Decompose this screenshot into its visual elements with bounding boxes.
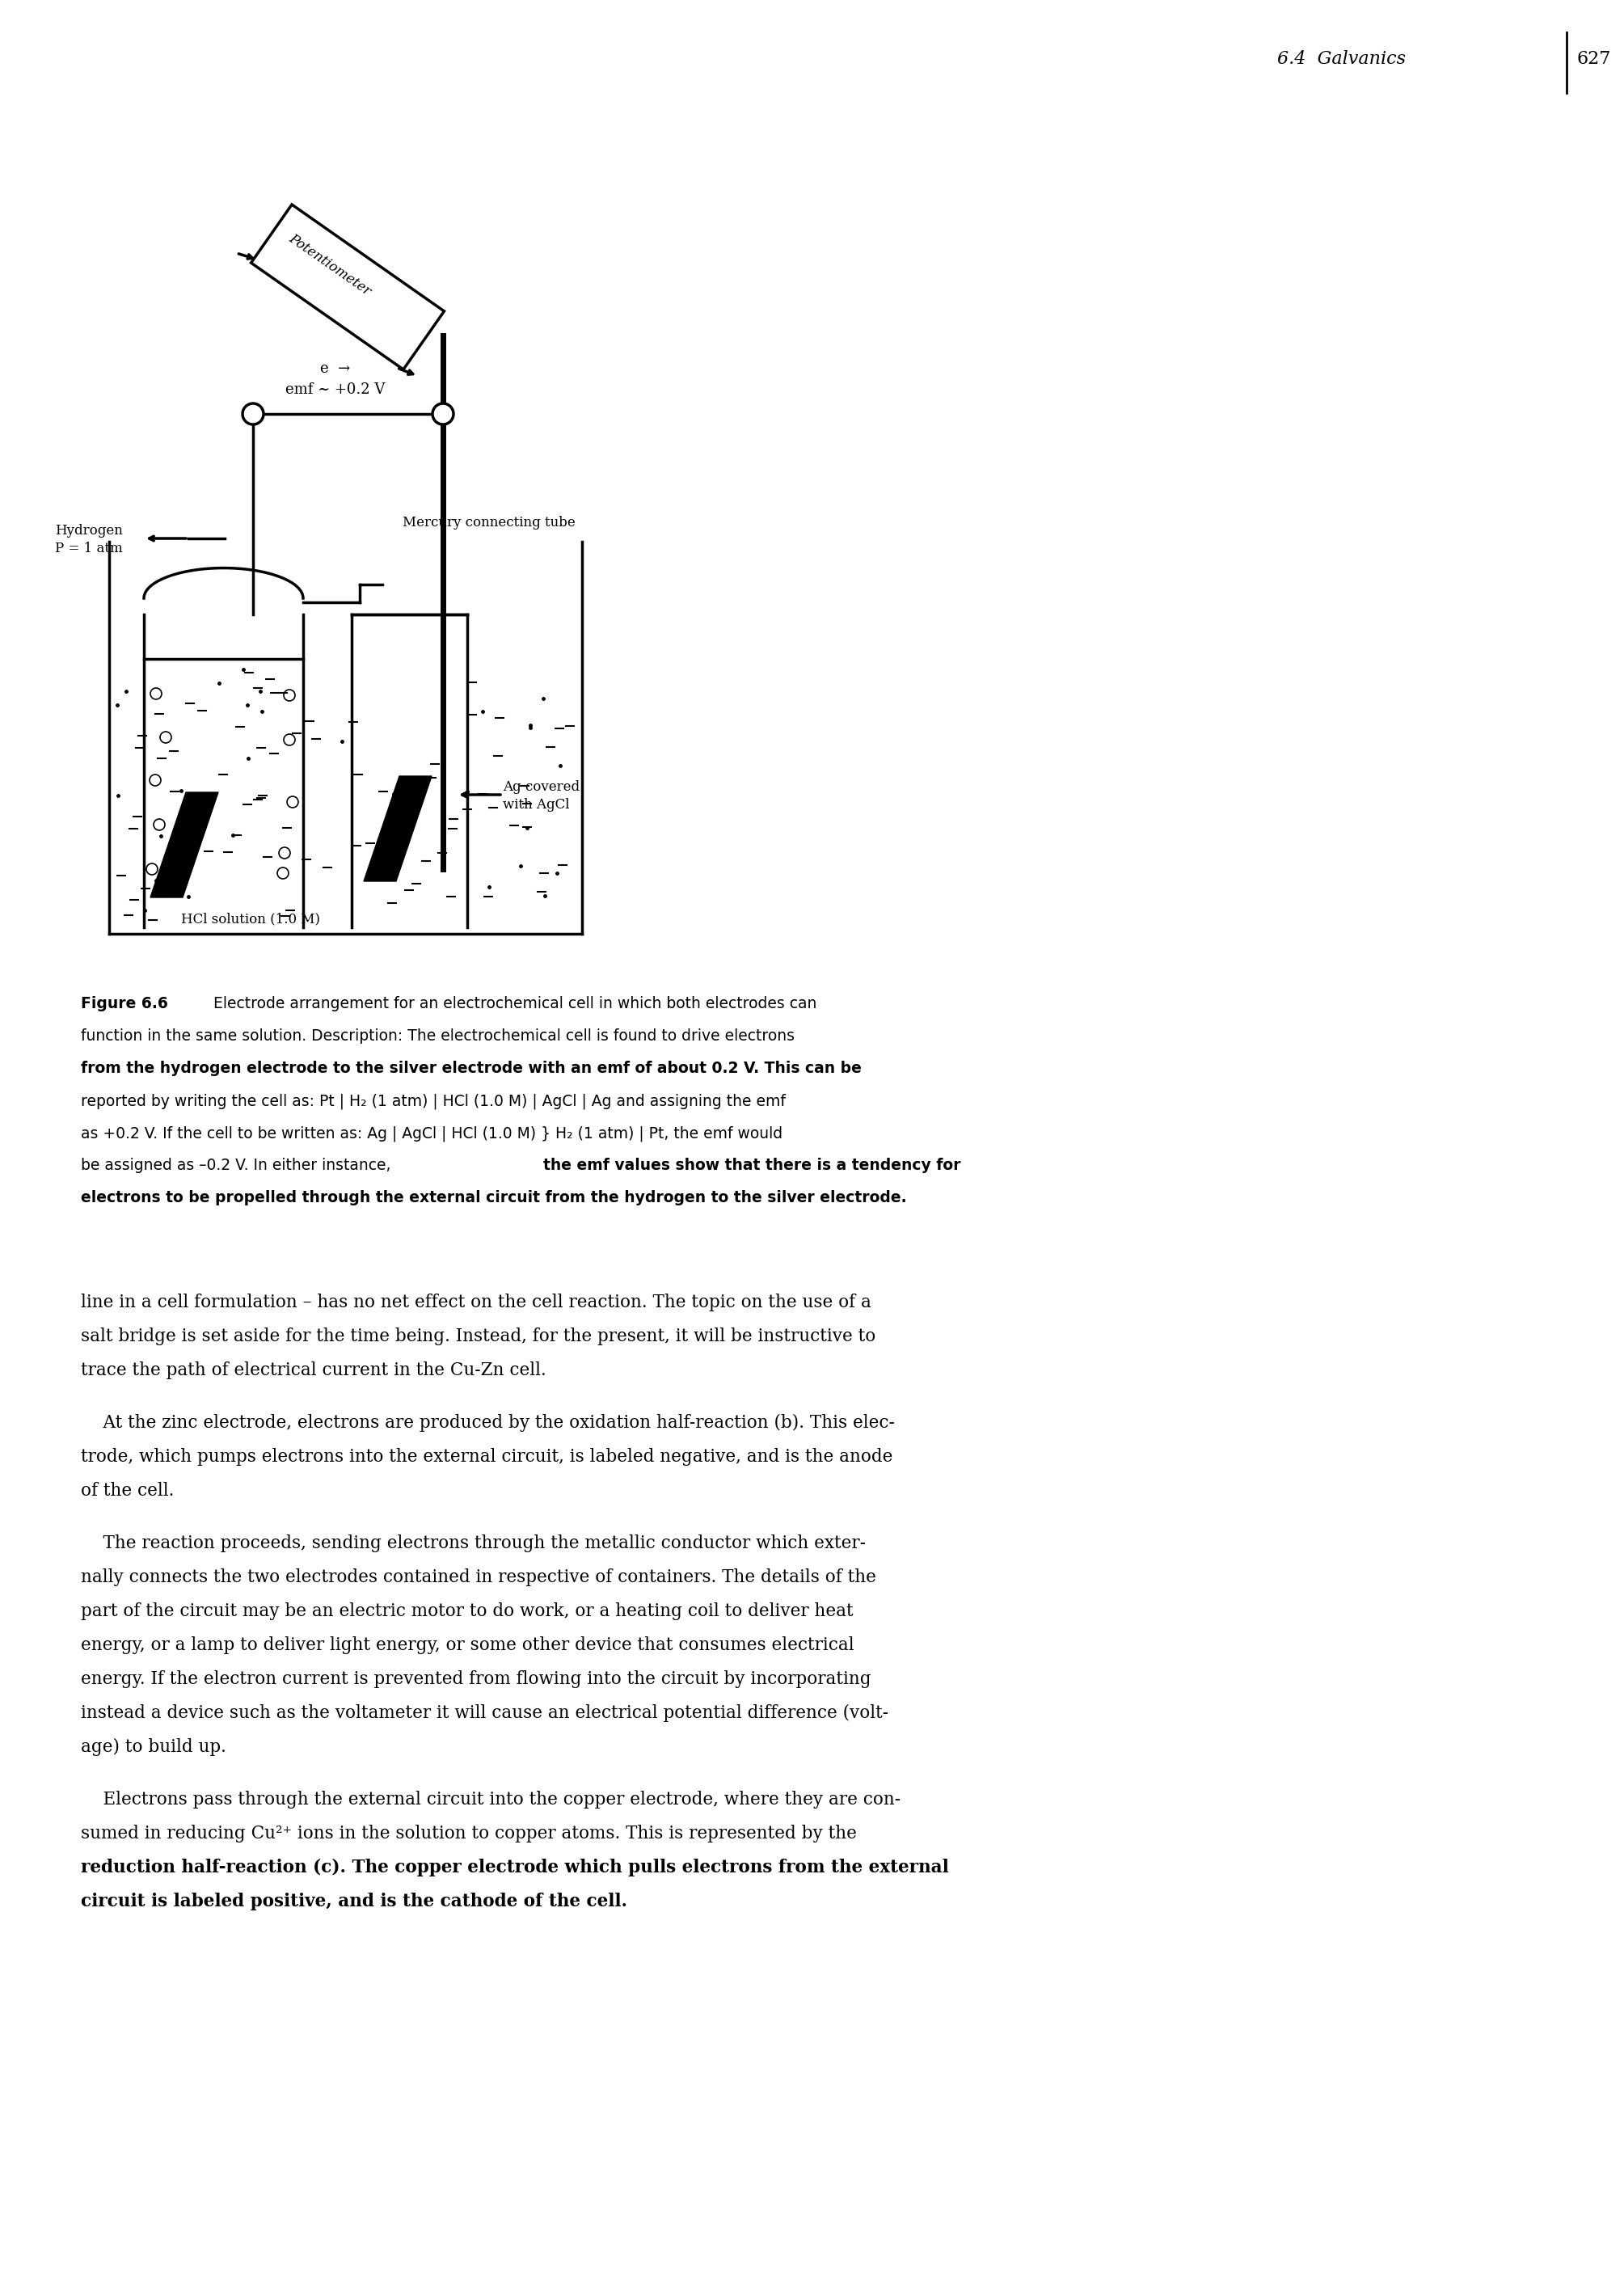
Text: reduction half-reaction (c). The copper electrode which pulls electrons from the: reduction half-reaction (c). The copper … xyxy=(81,1859,948,1877)
Circle shape xyxy=(432,403,453,424)
Text: as +0.2 V. If the cell to be written as: Ag | AgCl | HCl (1.0 M) } H₂ (1 atm) | : as +0.2 V. If the cell to be written as:… xyxy=(81,1125,783,1141)
Text: Figure 6.6: Figure 6.6 xyxy=(81,997,167,1011)
Text: trace the path of electrical current in the Cu-Zn cell.: trace the path of electrical current in … xyxy=(81,1361,546,1380)
Text: be assigned as –0.2 V. In either instance,: be assigned as –0.2 V. In either instanc… xyxy=(81,1157,396,1174)
Polygon shape xyxy=(151,793,218,898)
Text: Ag covered
with AgCl: Ag covered with AgCl xyxy=(503,779,580,811)
Text: energy. If the electron current is prevented from flowing into the circuit by in: energy. If the electron current is preve… xyxy=(81,1671,870,1689)
Text: e  →: e → xyxy=(320,362,351,376)
Text: The reaction proceeds, sending electrons through the metallic conductor which ex: The reaction proceeds, sending electrons… xyxy=(81,1536,866,1552)
Text: Potentiometer: Potentiometer xyxy=(286,231,374,298)
Text: electrons to be propelled through the external circuit from the hydrogen to the : electrons to be propelled through the ex… xyxy=(81,1190,906,1206)
Text: 627: 627 xyxy=(1577,50,1611,69)
Circle shape xyxy=(278,866,289,878)
Text: Hydrogen
P = 1 atm: Hydrogen P = 1 atm xyxy=(55,525,123,555)
Circle shape xyxy=(284,733,296,745)
Text: circuit is labeled positive, and is the cathode of the cell.: circuit is labeled positive, and is the … xyxy=(81,1893,627,1912)
Text: At the zinc electrode, electrons are produced by the oxidation half-reaction (b): At the zinc electrode, electrons are pro… xyxy=(81,1414,895,1432)
Text: age) to build up.: age) to build up. xyxy=(81,1737,226,1756)
Text: trode, which pumps electrons into the external circuit, is labeled negative, and: trode, which pumps electrons into the ex… xyxy=(81,1449,893,1467)
Text: function in the same solution. Description: The electrochemical cell is found to: function in the same solution. Descripti… xyxy=(81,1029,794,1043)
Text: sumed in reducing Cu²⁺ ions in the solution to copper atoms. This is represented: sumed in reducing Cu²⁺ ions in the solut… xyxy=(81,1824,857,1843)
Text: line in a cell formulation – has no net effect on the cell reaction. The topic o: line in a cell formulation – has no net … xyxy=(81,1293,872,1311)
Circle shape xyxy=(161,731,172,743)
Text: emf ~ +0.2 V: emf ~ +0.2 V xyxy=(286,383,385,397)
Circle shape xyxy=(151,688,162,699)
Text: part of the circuit may be an electric motor to do work, or a heating coil to de: part of the circuit may be an electric m… xyxy=(81,1602,853,1620)
Circle shape xyxy=(146,864,158,876)
Text: Electrode arrangement for an electrochemical cell in which both electrodes can: Electrode arrangement for an electrochem… xyxy=(203,997,817,1011)
Circle shape xyxy=(284,690,296,701)
Circle shape xyxy=(149,775,161,786)
Text: reported by writing the cell as: Pt | H₂ (1 atm) | HCl (1.0 M) | AgCl | Ag and a: reported by writing the cell as: Pt | H₂… xyxy=(81,1093,786,1109)
Text: Electrons pass through the external circuit into the copper electrode, where the: Electrons pass through the external circ… xyxy=(81,1790,901,1808)
Circle shape xyxy=(279,848,291,860)
Circle shape xyxy=(242,403,263,424)
Polygon shape xyxy=(364,777,432,880)
Text: nally connects the two electrodes contained in respective of containers. The det: nally connects the two electrodes contai… xyxy=(81,1568,877,1586)
Text: Mercury connecting tube: Mercury connecting tube xyxy=(403,516,575,529)
Text: HCl solution (1.0 M): HCl solution (1.0 M) xyxy=(180,912,320,926)
Text: instead a device such as the voltameter it will cause an electrical potential di: instead a device such as the voltameter … xyxy=(81,1705,888,1721)
Text: 6.4  Galvanics: 6.4 Galvanics xyxy=(1276,50,1406,69)
Circle shape xyxy=(154,818,166,830)
Text: salt bridge is set aside for the time being. Instead, for the present, it will b: salt bridge is set aside for the time be… xyxy=(81,1327,875,1345)
Text: the emf values show that there is a tendency for: the emf values show that there is a tend… xyxy=(542,1157,961,1174)
Text: of the cell.: of the cell. xyxy=(81,1483,174,1499)
Text: from the hydrogen electrode to the silver electrode with an emf of about 0.2 V. : from the hydrogen electrode to the silve… xyxy=(81,1061,862,1075)
Circle shape xyxy=(287,795,299,807)
Text: energy, or a lamp to deliver light energy, or some other device that consumes el: energy, or a lamp to deliver light energ… xyxy=(81,1636,854,1655)
